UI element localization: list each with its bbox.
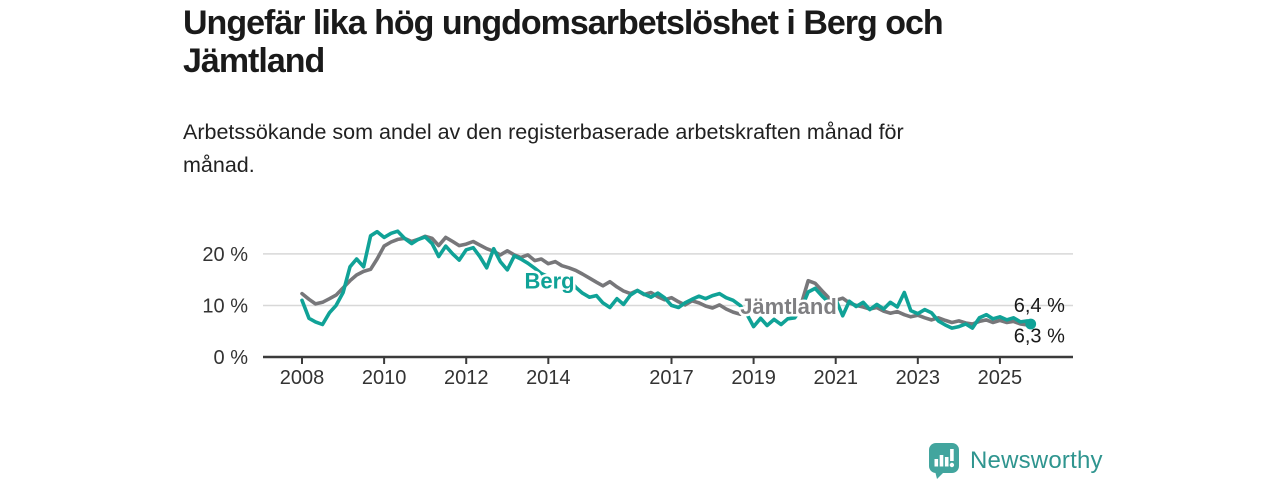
- x-tick-label: 2008: [280, 367, 325, 389]
- x-tick-label: 2021: [813, 367, 858, 389]
- x-tick-label: 2010: [362, 367, 407, 389]
- series-label-berg: Berg: [524, 269, 574, 294]
- newsworthy-logo[interactable]: Newsworthy: [928, 442, 1103, 480]
- x-tick-label: 2023: [896, 367, 941, 389]
- chart-subtitle-line-2: månad.: [183, 153, 255, 177]
- x-tick-label: 2019: [731, 367, 776, 389]
- y-tick-label: 10 %: [202, 295, 248, 317]
- x-tick-label: 2014: [526, 367, 571, 389]
- end-dot-berg: [1025, 318, 1037, 330]
- x-tick-label: 2025: [978, 367, 1023, 389]
- y-tick-label: 0 %: [214, 347, 249, 369]
- newsworthy-bar-chart-bubble-icon: [929, 443, 959, 479]
- series-line-berg: [300, 229, 1033, 330]
- y-tick-label: 20 %: [202, 244, 248, 266]
- newsworthy-wordmark: Newsworthy: [970, 447, 1103, 474]
- chart-title-line-1: Ungefär lika hög ungdomsarbetslöshet i B…: [183, 4, 944, 42]
- end-value-label-jamtland: 6,3 %: [1014, 326, 1065, 348]
- chart-title: Ungefär lika hög ungdomsarbetslöshet i B…: [183, 4, 1053, 80]
- end-value-label-berg: 6,4 %: [1014, 295, 1065, 317]
- series-label-jamtland: Jämtland: [740, 294, 837, 319]
- chart-title-line-2: Jämtland: [183, 42, 325, 80]
- x-tick-label: 2017: [649, 367, 694, 389]
- chart-subtitle-line-1: Arbetssökande som andel av den registerb…: [183, 120, 904, 144]
- x-tick-label: 2012: [444, 367, 489, 389]
- chart-subtitle: Arbetssökande som andel av den registerb…: [183, 116, 1033, 182]
